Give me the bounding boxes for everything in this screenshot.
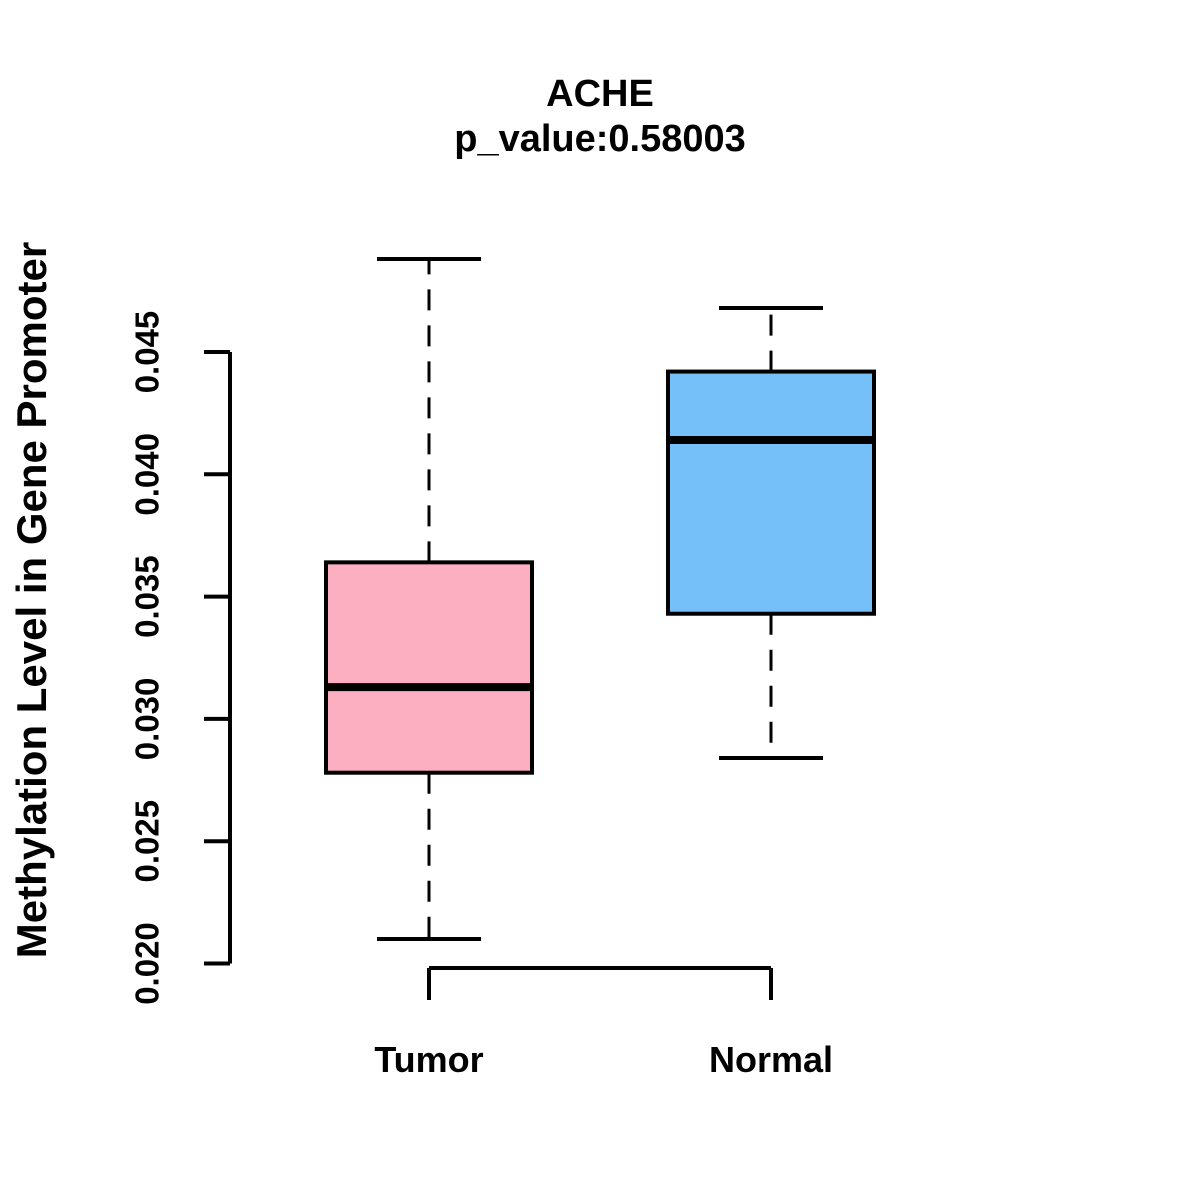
y-tick-label: 0.040 <box>129 433 166 516</box>
chart-subtitle: p_value:0.58003 <box>454 118 746 160</box>
box-group-normal <box>666 305 876 761</box>
y-tick-label: 0.035 <box>129 555 166 638</box>
y-tick-label: 0.025 <box>129 800 166 883</box>
iqr-box <box>666 369 876 616</box>
iqr-box <box>324 560 534 775</box>
y-tick-label: 0.020 <box>129 922 166 1005</box>
box-group-tumor <box>324 257 534 942</box>
chart-title: ACHE <box>546 73 654 115</box>
x-tick-label: Normal <box>709 1039 833 1080</box>
y-tick-label: 0.030 <box>129 678 166 761</box>
y-tick-label: 0.045 <box>129 311 166 394</box>
title-block: ACHE p_value:0.58003 <box>0 72 1200 162</box>
x-axis: Tumor Normal <box>374 966 833 1080</box>
boxplot-series <box>324 257 876 942</box>
x-tick-label: Tumor <box>374 1039 483 1080</box>
y-axis: 0.020 0.025 0.030 0.035 0.040 0.045 <box>129 311 232 1005</box>
